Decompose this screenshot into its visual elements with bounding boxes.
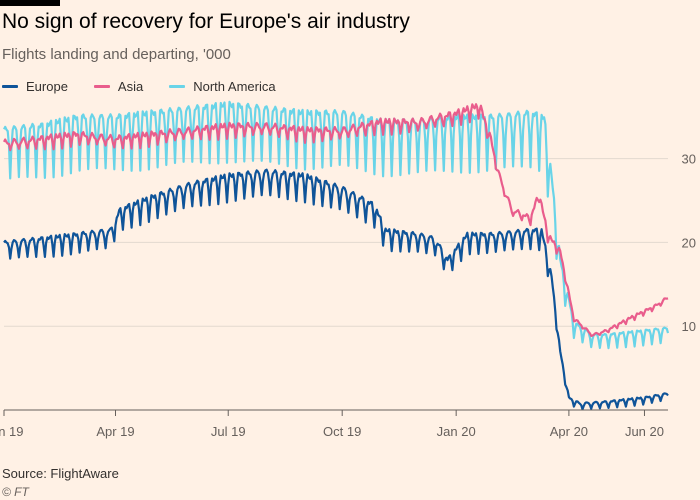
x-tick-label-0: Jan 19 — [0, 424, 24, 439]
x-tick-label-3: Oct 19 — [323, 424, 361, 439]
legend-label-north-america: North America — [193, 79, 276, 94]
y-tick-label-20: 20 — [682, 235, 696, 250]
copyright: © FT — [2, 485, 29, 499]
x-tick-label-1: Apr 19 — [96, 424, 134, 439]
legend-item-europe: Europe — [2, 79, 68, 94]
series-line-asia — [3, 103, 669, 337]
legend-swatch-north-america — [169, 85, 186, 88]
x-tick-label-4: Jan 20 — [437, 424, 476, 439]
legend-item-north-america: North America — [169, 79, 276, 94]
legend: Europe Asia North America — [2, 79, 276, 94]
y-tick-label-30: 30 — [682, 152, 696, 167]
series-line-europe — [3, 168, 669, 411]
y-axis: 10 20 30 — [682, 152, 696, 335]
line-chart: Jan 19 Apr 19 Jul 19 Oct 19 Jan 20 Apr 20 Jun … — [0, 100, 696, 439]
ft-brand-bar — [0, 0, 60, 6]
legend-swatch-europe — [2, 85, 18, 88]
series-lines — [3, 100, 670, 411]
x-axis: Jan 19 Apr 19 Jul 19 Oct 19 Jan 20 Apr 20 Jun … — [0, 409, 668, 439]
x-tick-label-5: Apr 20 — [550, 424, 588, 439]
x-tick-label-6: Jun 20 — [625, 424, 664, 439]
y-tick-label-10: 10 — [682, 319, 696, 334]
legend-label-asia: Asia — [117, 79, 144, 94]
chart-title: No sign of recovery for Europe's air ind… — [2, 10, 410, 33]
source-note: Source: FlightAware — [2, 466, 119, 481]
legend-swatch-asia — [93, 85, 110, 88]
x-tick-label-2: Jul 19 — [211, 424, 246, 439]
legend-item-asia: Asia — [93, 79, 144, 94]
legend-label-europe: Europe — [26, 79, 68, 94]
chart-subtitle: Flights landing and departing, '000 — [2, 46, 231, 63]
